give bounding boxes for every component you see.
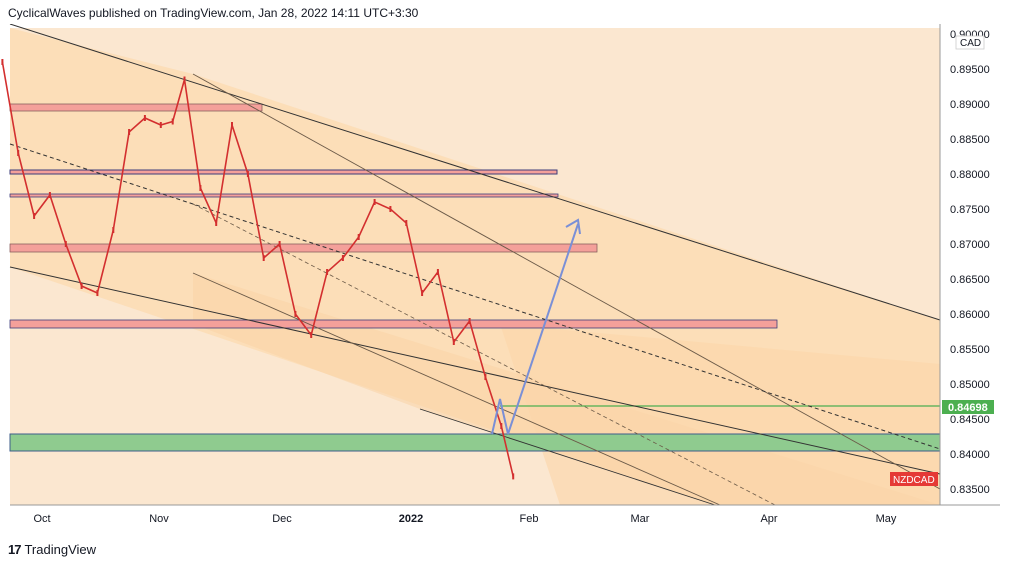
resistance-zone-1[interactable] xyxy=(9,103,263,112)
tradingview-logo-icon[interactable]: 17 xyxy=(8,542,22,557)
price-candle xyxy=(33,213,36,219)
last-price-tag xyxy=(942,400,994,414)
price-tick-label: 0.84500 xyxy=(950,414,990,426)
resistance-zone-4[interactable] xyxy=(9,243,598,253)
price-candle xyxy=(452,339,455,345)
price-candle xyxy=(96,290,99,296)
price-points xyxy=(1,59,515,480)
price-candle xyxy=(262,255,265,261)
price-axis[interactable]: 0.900000.895000.890000.885000.880000.875… xyxy=(950,29,990,496)
lower-trend-line[interactable] xyxy=(419,408,716,506)
chart-area[interactable]: 0.90000 0.89500 0.89000 0.88500 0.88000 0.875… xyxy=(0,23,1000,536)
median-line[interactable] xyxy=(9,143,941,450)
price-candle xyxy=(373,199,376,205)
price-candle xyxy=(500,423,503,429)
resistance-zone-2[interactable] xyxy=(9,169,558,175)
time-tick-label: Mar xyxy=(631,513,650,525)
price-candle xyxy=(143,115,146,121)
price-candle xyxy=(421,290,424,296)
price-tick-label: 0.86500 xyxy=(950,274,990,286)
price-candle xyxy=(389,206,392,212)
price-series[interactable] xyxy=(1,61,514,477)
time-tick-label: Oct xyxy=(33,513,50,525)
price-candle xyxy=(278,241,281,247)
price-candle xyxy=(357,234,360,240)
price-candle xyxy=(159,122,162,128)
symbol-tag xyxy=(890,472,938,486)
price-candle xyxy=(405,220,408,226)
inner-median-line[interactable] xyxy=(192,203,776,506)
inner-channel-lower-line[interactable] xyxy=(192,272,721,506)
channel-fill-lower xyxy=(500,324,940,505)
price-tick-label: 0.85000 xyxy=(950,379,990,391)
price-candle xyxy=(64,241,67,247)
time-axis[interactable]: Oct Nov Dec 2022 Feb Mar Apr May xyxy=(33,513,896,525)
price-candle xyxy=(484,374,487,380)
time-tick-label: Apr xyxy=(760,513,777,525)
price-candle xyxy=(112,227,115,233)
price-tick-label: 0.88000 xyxy=(950,169,990,181)
currency-label: CAD xyxy=(960,38,981,49)
resistance-zone-3[interactable] xyxy=(9,193,559,198)
price-tick-label: 0.89500 xyxy=(950,64,990,76)
price-tick-label: 0.87500 xyxy=(950,204,990,216)
price-candle xyxy=(171,118,174,125)
price-candle xyxy=(512,473,515,480)
time-tick-label: May xyxy=(876,513,897,525)
projection-wave[interactable] xyxy=(491,398,509,435)
projection-arrow-head xyxy=(565,218,581,235)
price-tick-label: 0.84000 xyxy=(950,449,990,461)
price-candle xyxy=(80,283,83,289)
price-tick-label: 0.87000 xyxy=(950,239,990,251)
price-chart[interactable]: 0.900000.895000.890000.885000.880000.875… xyxy=(0,23,1000,536)
price-candle xyxy=(48,192,51,198)
channel-top-line[interactable] xyxy=(9,23,941,321)
price-candle xyxy=(246,171,249,177)
price-candle xyxy=(231,122,233,128)
last-price-label: 0.84698 xyxy=(948,402,988,414)
price-candle xyxy=(436,269,439,275)
symbol-label: NZDCAD xyxy=(893,475,935,486)
price-tick-label: 0.89000 xyxy=(950,99,990,111)
price-tick-label: 0.85500 xyxy=(950,344,990,356)
time-tick-label: Dec xyxy=(272,513,292,525)
price-candle xyxy=(199,185,202,191)
publish-info: CyclicalWaves published on TradingView.c… xyxy=(8,6,419,20)
price-tick-label: 0.88500 xyxy=(950,134,990,146)
price-candle xyxy=(128,129,131,135)
price-candle xyxy=(468,318,471,324)
inner-channel-line[interactable] xyxy=(192,73,941,490)
channel-bottom-line[interactable] xyxy=(9,266,941,475)
price-candle xyxy=(1,59,4,65)
price-tick-label: 0.86000 xyxy=(950,309,990,321)
time-tick-label: 2022 xyxy=(399,513,423,525)
time-tick-label: Nov xyxy=(149,513,169,525)
price-tick-label: 0.83500 xyxy=(950,484,990,496)
price-candle xyxy=(183,76,186,83)
price-candle xyxy=(341,255,344,261)
time-tick-label: Feb xyxy=(520,513,539,525)
currency-badge xyxy=(955,35,985,50)
resistance-zone-5[interactable] xyxy=(9,319,778,329)
price-candle xyxy=(215,220,218,226)
price-candle xyxy=(294,311,297,317)
price-candle xyxy=(326,269,329,275)
tradingview-brand[interactable]: TradingView xyxy=(24,542,97,557)
price-candle xyxy=(310,332,313,338)
footer: 17 TradingView xyxy=(8,542,96,557)
price-candle xyxy=(17,150,20,156)
projection-arrow-shaft[interactable] xyxy=(507,223,579,435)
